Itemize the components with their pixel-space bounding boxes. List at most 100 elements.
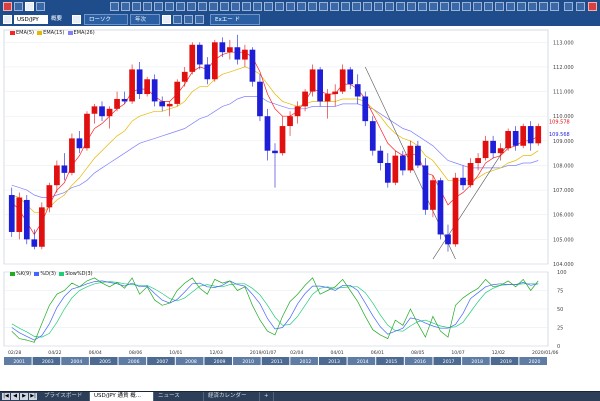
tool-27-icon[interactable]	[396, 2, 405, 11]
tool-36-icon[interactable]	[495, 2, 504, 11]
tool-18-icon[interactable]	[297, 2, 306, 11]
chart-canvas[interactable]: 113.000 112.000 111.000 110.000 109.000 108.0…	[0, 26, 600, 391]
candle-body	[347, 69, 354, 85]
tool-26-icon[interactable]	[385, 2, 394, 11]
date-label: 10/01	[169, 350, 182, 356]
price-tag-lower: 109.568	[549, 132, 570, 138]
date-label: 04/01	[330, 350, 343, 356]
maximize-icon[interactable]	[576, 2, 585, 11]
close-icon[interactable]	[588, 2, 597, 11]
tool-25-icon[interactable]	[374, 2, 383, 11]
prev-page-icon[interactable]: ◀	[11, 393, 19, 400]
tool-41-icon[interactable]	[550, 2, 559, 11]
tool-3-icon[interactable]	[132, 2, 141, 11]
tool-14-icon[interactable]	[253, 2, 262, 11]
date-label: 08/06	[129, 350, 142, 356]
layout-icon[interactable]	[36, 2, 45, 11]
year-label: 2001	[13, 359, 25, 365]
tool-32-icon[interactable]	[451, 2, 460, 11]
tool-15-icon[interactable]	[264, 2, 273, 11]
price-axis-tick: 110.000	[553, 114, 574, 120]
tool-2-icon[interactable]	[121, 2, 130, 11]
ema26-line	[11, 96, 539, 198]
tool-6-icon[interactable]	[165, 2, 174, 11]
add-tab-button[interactable]: +	[260, 392, 274, 401]
tool-11-icon[interactable]	[220, 2, 229, 11]
draw-icon[interactable]	[184, 15, 193, 24]
tool-37-icon[interactable]	[506, 2, 515, 11]
candle-body	[219, 42, 226, 53]
tool-28-icon[interactable]	[407, 2, 416, 11]
tool-40-icon[interactable]	[539, 2, 548, 11]
date-label: 2020/01/06	[532, 350, 559, 356]
year-cell	[118, 357, 147, 365]
settings-icon[interactable]	[72, 15, 81, 24]
tab-period[interactable]: 年次	[130, 14, 160, 25]
tool-34-icon[interactable]	[473, 2, 482, 11]
tool-39-icon[interactable]	[528, 2, 537, 11]
tool-35-icon[interactable]	[484, 2, 493, 11]
candle-body	[415, 145, 421, 166]
tool-10-icon[interactable]	[209, 2, 218, 11]
tab-usdjpy[interactable]: USD/JPY 通貨 概...	[90, 392, 154, 401]
chart-window-icon[interactable]	[14, 2, 23, 11]
year-label: 2007	[156, 359, 168, 365]
tool-20-icon[interactable]	[319, 2, 328, 11]
tab-export[interactable]: Exエー ド	[210, 14, 260, 25]
tool-22-icon[interactable]	[341, 2, 350, 11]
date-label: 08/05	[411, 350, 424, 356]
ema15-label: EMA(15)	[43, 30, 65, 36]
tool-16-icon[interactable]	[275, 2, 284, 11]
tool-7-icon[interactable]	[176, 2, 185, 11]
tool-23-icon[interactable]	[352, 2, 361, 11]
tool-4-icon[interactable]	[143, 2, 152, 11]
tool-1-icon[interactable]	[110, 2, 119, 11]
candle-icon[interactable]	[25, 2, 34, 11]
tool-33-icon[interactable]	[462, 2, 471, 11]
candle-body	[400, 155, 406, 171]
refresh-icon[interactable]	[162, 15, 171, 24]
chart-area[interactable]: 113.000 112.000 111.000 110.000 109.000 108.0…	[0, 26, 600, 391]
tool-9-icon[interactable]	[198, 2, 207, 11]
year-label: 2014	[357, 359, 369, 365]
first-page-icon[interactable]: |◀	[2, 393, 10, 400]
minimize-icon[interactable]	[564, 2, 573, 11]
k-label: %K(9)	[16, 271, 32, 277]
mode-label[interactable]: 概要	[51, 16, 63, 22]
candle-body	[309, 69, 316, 92]
tool-31-icon[interactable]	[440, 2, 449, 11]
tool-5-icon[interactable]	[154, 2, 163, 11]
candle-body	[332, 91, 339, 95]
tool-17-icon[interactable]	[286, 2, 295, 11]
indicator-icon[interactable]	[173, 15, 182, 24]
tab-news[interactable]: ニュース	[154, 392, 204, 401]
tool-21-icon[interactable]	[330, 2, 339, 11]
tool-24-icon[interactable]	[363, 2, 372, 11]
year-cell	[347, 357, 376, 365]
last-page-icon[interactable]: ▶|	[29, 393, 37, 400]
symbol-icon[interactable]	[3, 15, 12, 24]
next-page-icon[interactable]: ▶	[20, 393, 28, 400]
tool-19-icon[interactable]	[308, 2, 317, 11]
tool-38-icon[interactable]	[517, 2, 526, 11]
tool-30-icon[interactable]	[429, 2, 438, 11]
year-cell	[404, 357, 433, 365]
candle-body	[264, 116, 271, 151]
candle-body	[257, 81, 263, 117]
tool-13-icon[interactable]	[242, 2, 251, 11]
candle-body	[151, 79, 158, 102]
tool-8-icon[interactable]	[187, 2, 196, 11]
tab-price-board[interactable]: プライスボード	[40, 392, 90, 401]
tool-12-icon[interactable]	[231, 2, 240, 11]
zoom-icon[interactable]	[195, 15, 204, 24]
chart-type-icon[interactable]	[3, 2, 12, 11]
tool-29-icon[interactable]	[418, 2, 427, 11]
symbol-select[interactable]: USD/JPY	[14, 15, 48, 24]
price-axis-tick: 112.000	[553, 65, 574, 71]
tab-chart-type[interactable]: ローソク	[84, 14, 128, 25]
candle-body	[16, 197, 23, 232]
candle-body	[84, 113, 90, 149]
price-axis-tick: 113.000	[553, 40, 574, 46]
candle-body	[159, 101, 166, 107]
tab-calendar[interactable]: 経済カレンダー	[204, 392, 260, 401]
